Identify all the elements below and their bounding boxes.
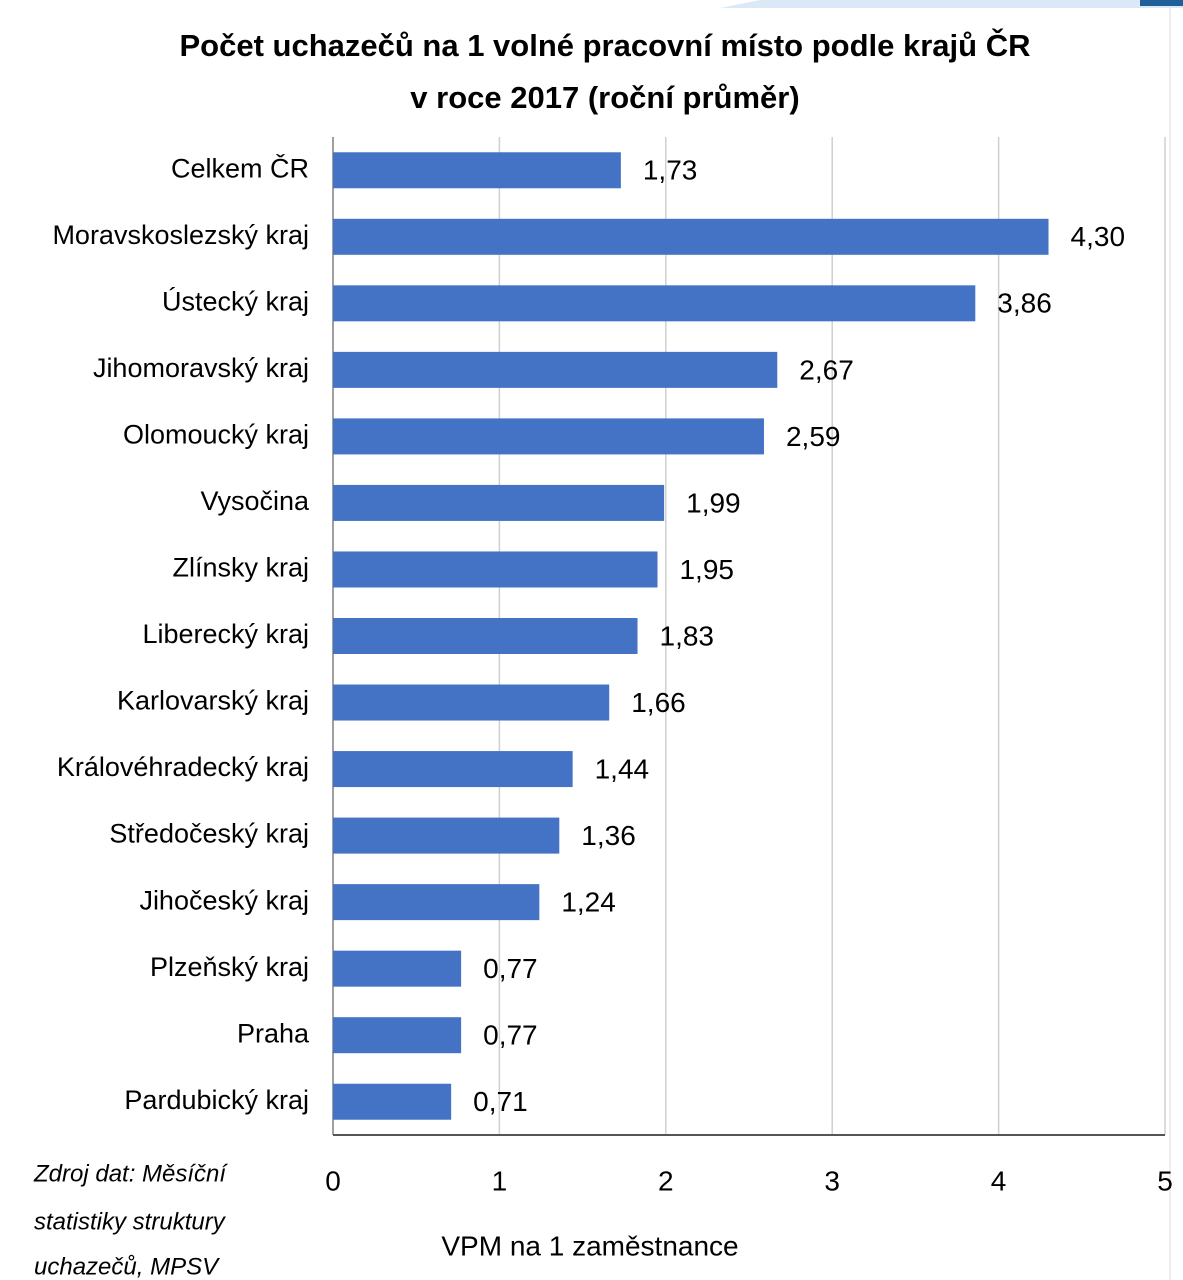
data-label: 1,44 (595, 753, 650, 784)
decoration (1140, 0, 1183, 6)
y-tick-label: Plzeňský kraj (150, 952, 309, 982)
chart-title: Počet uchazečů na 1 volné pracovní místo… (179, 27, 1030, 63)
y-tick-label: Praha (237, 1018, 310, 1048)
data-label: 4,30 (1071, 221, 1126, 252)
x-axis-label: VPM na 1 zaměstnance (441, 1230, 738, 1261)
source-note: statistiky struktury (34, 1208, 227, 1235)
data-label: 2,59 (786, 421, 841, 452)
data-label: 1,73 (643, 155, 698, 186)
y-tick-label: Karlovarský kraj (117, 686, 309, 716)
y-tick-label: Královéhradecký kraj (57, 752, 309, 782)
x-tick-label: 1 (492, 1165, 508, 1196)
data-label: 1,24 (561, 887, 616, 918)
data-label: 0,77 (483, 1020, 538, 1051)
data-label: 0,71 (473, 1086, 528, 1117)
x-tick-label: 3 (824, 1165, 840, 1196)
chart-title: v roce 2017 (roční průměr) (410, 80, 799, 115)
data-label: 1,36 (581, 820, 636, 851)
bar (333, 817, 560, 854)
bar (333, 418, 764, 455)
bar (333, 551, 658, 588)
y-tick-label: Jihomoravský kraj (93, 353, 309, 383)
x-tick-label: 2 (658, 1165, 674, 1196)
y-tick-label: Středočeský kraj (109, 819, 309, 849)
y-tick-label: Celkem ČR (171, 152, 309, 183)
x-tick-label: 5 (1157, 1165, 1173, 1196)
data-label: 0,77 (483, 953, 538, 984)
bar (333, 1083, 452, 1120)
x-tick-label: 4 (991, 1165, 1007, 1196)
y-tick-label: Moravskoslezský kraj (52, 220, 309, 250)
y-tick-label: Jihočeský kraj (139, 885, 309, 915)
bar (333, 484, 665, 521)
data-label: 1,95 (679, 554, 734, 585)
data-label: 3,86 (997, 288, 1051, 319)
y-tick-label: Zlínsky kraj (172, 553, 309, 583)
y-tick-label: Vysočina (200, 486, 310, 516)
bar (333, 684, 610, 721)
source-note: Zdroj dat: Měsíční (33, 1160, 228, 1187)
bar (333, 351, 778, 388)
data-label: 1,83 (660, 620, 715, 651)
bar (333, 1017, 462, 1054)
data-label: 1,66 (631, 687, 686, 718)
decoration (720, 0, 1183, 8)
bar (333, 751, 573, 788)
source-note: uchazečů, MPSV (34, 1253, 220, 1280)
data-label: 1,99 (686, 487, 741, 518)
data-label: 2,67 (799, 354, 854, 385)
bar (333, 152, 621, 189)
x-tick-label: 0 (325, 1165, 341, 1196)
bar (333, 218, 1049, 255)
y-tick-label: Ústecký kraj (162, 285, 309, 316)
bar (333, 950, 462, 987)
y-tick-label: Pardubický kraj (124, 1085, 309, 1115)
y-tick-label: Liberecký kraj (142, 619, 309, 649)
bar (333, 884, 540, 921)
bar (333, 618, 638, 654)
bar (333, 285, 976, 322)
y-tick-label: Olomoucký kraj (123, 420, 309, 450)
